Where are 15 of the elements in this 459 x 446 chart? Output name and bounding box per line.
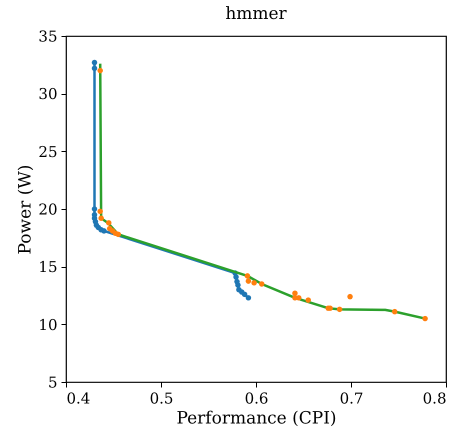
y-tick-label: 20: [38, 200, 58, 218]
x-tick-label: 0.5: [150, 390, 174, 408]
y-tick-label: 35: [38, 28, 58, 46]
x-tick-label: 0.6: [244, 390, 268, 408]
y-tick-label: 25: [38, 142, 58, 161]
y-tick-label: 15: [38, 258, 58, 276]
y-axis-title: Power (W): [15, 164, 36, 254]
chart-title: hmmer: [225, 4, 288, 24]
x-tick-label: 0.8: [422, 390, 446, 408]
y-tick-label: 30: [38, 85, 58, 104]
x-tick-label: 0.7: [340, 390, 364, 408]
y-tick-label: 10: [38, 316, 58, 334]
x-axis-title: Performance (CPI): [176, 408, 337, 428]
x-tick-label: 0.4: [66, 390, 90, 408]
y-tick-label: 5: [48, 374, 58, 392]
